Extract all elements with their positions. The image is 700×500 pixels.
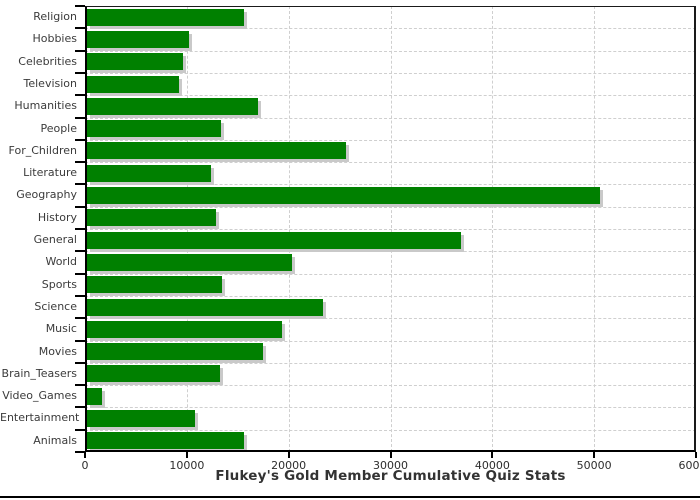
y-axis-tick xyxy=(75,161,85,164)
bottom-rule xyxy=(0,496,700,498)
y-axis-tick xyxy=(75,116,85,119)
bar xyxy=(87,209,216,227)
bar xyxy=(87,97,259,115)
x-tick-label: 20000 xyxy=(271,459,307,472)
x-tick-label: 50000 xyxy=(576,459,612,472)
x-axis-tick xyxy=(695,452,697,458)
x-axis-tick xyxy=(491,452,494,458)
y-axis-tick xyxy=(75,272,85,275)
category-label: Brain_Teasers xyxy=(1,366,77,380)
category-label: Entertainment xyxy=(0,411,80,425)
category-label: Music xyxy=(45,322,77,336)
y-axis-tick xyxy=(75,183,85,186)
horizontal-gridline xyxy=(85,95,696,97)
horizontal-gridline xyxy=(85,184,696,186)
y-axis-tick xyxy=(75,339,85,342)
y-axis-tick xyxy=(75,94,85,97)
category-label: Animals xyxy=(33,433,77,447)
bar xyxy=(87,298,324,316)
x-tick-label: 30000 xyxy=(373,459,408,472)
bar xyxy=(87,253,292,271)
category-label: Geography xyxy=(16,188,77,202)
x-axis-tick xyxy=(84,452,86,458)
bar xyxy=(87,320,282,338)
x-tick-label: 40000 xyxy=(474,459,510,472)
category-label: Religion xyxy=(33,10,77,23)
x-axis-tick xyxy=(389,452,392,458)
category-label: Movies xyxy=(38,344,77,358)
horizontal-gridline xyxy=(85,318,696,320)
category-label: Hobbies xyxy=(32,32,77,46)
bar xyxy=(87,8,245,26)
bar xyxy=(87,387,103,405)
y-axis-tick xyxy=(75,228,85,230)
horizontal-gridline xyxy=(85,72,696,74)
y-axis-tick xyxy=(75,406,85,409)
y-axis-tick xyxy=(75,294,85,297)
x-tick-label: 60000 xyxy=(678,459,700,472)
horizontal-gridline xyxy=(85,162,696,164)
y-axis-tick xyxy=(75,428,85,431)
category-label: Television xyxy=(23,76,78,90)
x-tick-label: 0 xyxy=(81,459,89,472)
horizontal-gridline xyxy=(85,139,696,141)
horizontal-gridline xyxy=(85,273,696,275)
category-label: General xyxy=(33,233,77,246)
horizontal-gridline xyxy=(85,295,696,297)
bar xyxy=(87,30,190,48)
horizontal-gridline xyxy=(85,229,696,230)
horizontal-gridline xyxy=(85,340,696,342)
bar xyxy=(87,164,211,182)
bar xyxy=(87,410,196,427)
category-label: History xyxy=(37,210,77,224)
y-axis-tick xyxy=(75,361,85,364)
x-axis-tick xyxy=(185,452,188,458)
y-axis-tick xyxy=(75,5,85,7)
y-axis-tick xyxy=(75,451,85,453)
horizontal-gridline xyxy=(85,429,696,431)
x-tick-label: 10000 xyxy=(169,459,205,472)
bar xyxy=(87,75,180,93)
x-axis-tick xyxy=(593,452,596,458)
y-axis-tick xyxy=(75,138,85,141)
y-axis-tick xyxy=(75,27,85,30)
bar xyxy=(87,120,221,138)
horizontal-gridline xyxy=(85,362,696,364)
horizontal-gridline xyxy=(85,385,696,387)
y-axis-tick xyxy=(75,317,85,320)
horizontal-gridline xyxy=(85,50,696,52)
bar xyxy=(87,142,347,160)
horizontal-gridline xyxy=(85,251,696,253)
category-label: Humanities xyxy=(14,99,77,113)
bar xyxy=(87,432,245,450)
y-axis-tick xyxy=(75,205,85,208)
y-axis-tick xyxy=(75,71,85,74)
horizontal-gridline xyxy=(85,117,696,119)
category-label: World xyxy=(45,255,77,269)
chart-title: Flukey's Gold Member Cumulative Quiz Sta… xyxy=(215,468,566,484)
bar xyxy=(87,187,600,204)
horizontal-gridline xyxy=(85,28,696,30)
horizontal-gridline xyxy=(85,206,696,208)
y-axis-tick xyxy=(75,384,85,387)
bar xyxy=(87,365,220,383)
category-label: Celebrities xyxy=(18,54,77,68)
category-label: Video_Games xyxy=(2,389,77,403)
category-label: For_Children xyxy=(8,143,77,157)
category-label: Sports xyxy=(41,277,77,291)
bar xyxy=(87,276,222,294)
x-axis-tick xyxy=(287,452,290,458)
category-label: Science xyxy=(34,299,77,313)
y-axis-tick xyxy=(75,49,85,52)
bar xyxy=(87,343,264,361)
category-label: People xyxy=(40,121,77,135)
bar xyxy=(87,53,184,71)
category-label: Literature xyxy=(23,166,77,180)
plot-area xyxy=(85,6,696,452)
y-axis-tick xyxy=(75,250,85,253)
bar xyxy=(87,231,461,249)
horizontal-gridline xyxy=(85,407,696,409)
